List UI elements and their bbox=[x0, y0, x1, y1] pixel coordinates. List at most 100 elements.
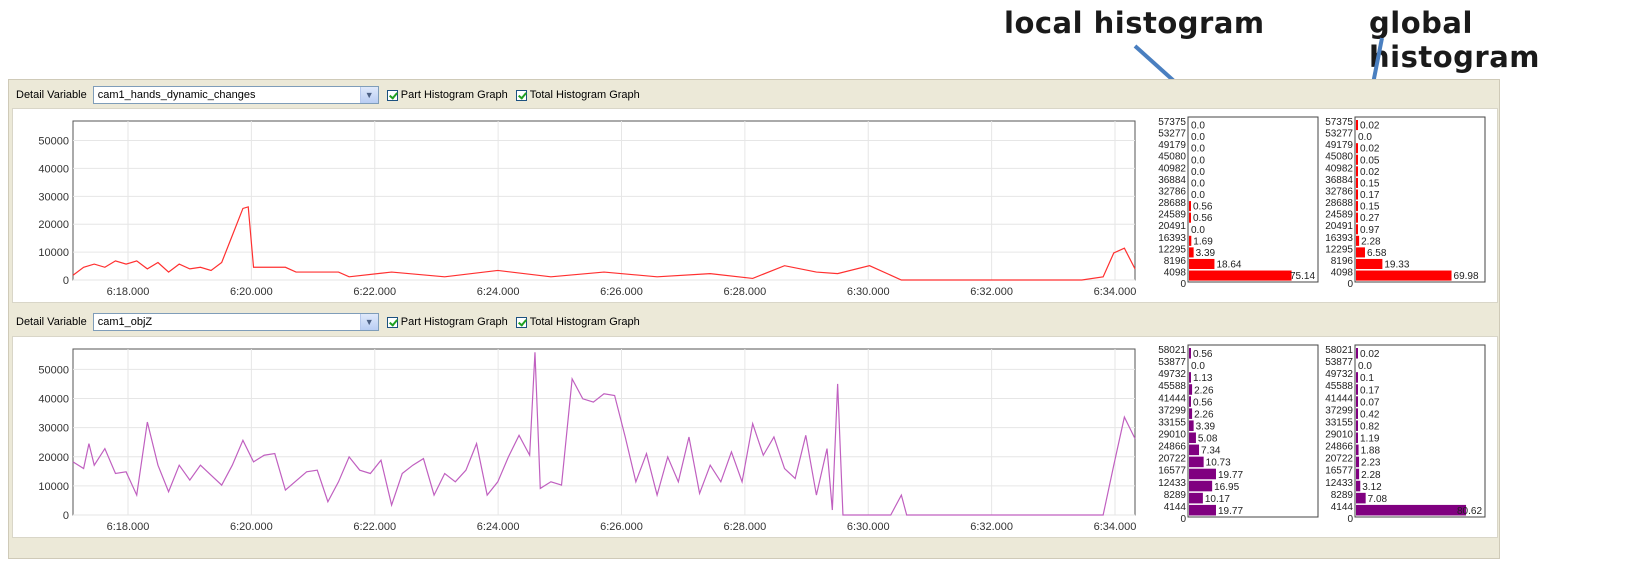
x-tick-label: 6:34.000 bbox=[1094, 286, 1137, 298]
histogram-value-label: 0.0 bbox=[1191, 178, 1205, 189]
histogram-value-label: 2.26 bbox=[1194, 409, 1214, 420]
x-tick-label: 6:26.000 bbox=[600, 521, 643, 533]
histogram-value-label: 7.34 bbox=[1201, 446, 1221, 457]
histogram-bin-label: 37299 bbox=[1158, 405, 1186, 416]
variable-select[interactable]: cam1_objZ ▼ bbox=[92, 313, 379, 331]
total-histogram-checkbox[interactable]: Total Histogram Graph bbox=[515, 316, 640, 328]
histogram-value-label: 75.14 bbox=[1290, 271, 1315, 282]
histogram-value-label: 0.17 bbox=[1360, 385, 1380, 396]
chevron-down-icon[interactable]: ▼ bbox=[359, 314, 378, 330]
histogram-bin-label: 8289 bbox=[1164, 490, 1187, 501]
histogram-bin-label: 16577 bbox=[1158, 466, 1186, 477]
detail-variable-label: Detail Variable bbox=[16, 89, 87, 101]
variable-select[interactable]: cam1_hands_dynamic_changes ▼ bbox=[92, 86, 379, 104]
chevron-down-icon[interactable]: ▼ bbox=[359, 87, 378, 103]
histogram-bin-label: 40982 bbox=[1158, 163, 1186, 174]
histogram-bar bbox=[1356, 480, 1361, 492]
histogram-bin-label: 28688 bbox=[1325, 198, 1353, 209]
histogram-value-label: 10.73 bbox=[1206, 458, 1231, 469]
histogram-bin-label: 24589 bbox=[1325, 210, 1353, 221]
histogram-bin-label: 53277 bbox=[1325, 129, 1353, 140]
histogram-bar bbox=[1356, 201, 1358, 212]
y-tick-label: 0 bbox=[63, 510, 69, 522]
line-chart: 0 10000 20000 30000 40000 50000 6:18.000 6:20.0… bbox=[38, 348, 1136, 533]
detail-variable-window: Detail Variable cam1_hands_dynamic_chang… bbox=[8, 79, 1500, 559]
histogram-bar bbox=[1356, 166, 1358, 177]
x-tick-label: 6:28.000 bbox=[723, 286, 766, 298]
histogram-value-label: 1.88 bbox=[1361, 446, 1381, 457]
part-histogram-checkbox[interactable]: Part Histogram Graph bbox=[386, 89, 508, 101]
histogram-bar bbox=[1356, 177, 1358, 188]
histogram-bin-label: 8289 bbox=[1331, 490, 1354, 501]
histogram-bar bbox=[1189, 201, 1191, 212]
global-histogram: 5802153877497324558841444372993315529010… bbox=[1325, 344, 1486, 525]
data-series-line bbox=[72, 206, 1136, 281]
x-tick-label: 6:30.000 bbox=[847, 521, 890, 533]
histogram-bar bbox=[1356, 444, 1359, 456]
checkbox-checked-icon[interactable] bbox=[515, 89, 527, 101]
histogram-bin-label: 12433 bbox=[1158, 478, 1186, 489]
histogram-bin-label: 20722 bbox=[1158, 454, 1186, 465]
histogram-value-label: 10.17 bbox=[1205, 494, 1230, 505]
histogram-value-label: 0.0 bbox=[1191, 144, 1205, 155]
histogram-value-label: 0.05 bbox=[1360, 155, 1380, 166]
histogram-bar bbox=[1356, 408, 1358, 419]
total-histogram-checkbox[interactable]: Total Histogram Graph bbox=[515, 89, 640, 101]
histogram-value-label: 1.19 bbox=[1360, 434, 1380, 445]
x-tick-label: 6:26.000 bbox=[600, 286, 643, 298]
histogram-bar bbox=[1356, 189, 1358, 200]
histogram-value-label: 0.0 bbox=[1358, 361, 1372, 372]
checkbox-checked-icon[interactable] bbox=[386, 89, 398, 101]
histogram-bar bbox=[1189, 270, 1292, 281]
histogram-frame bbox=[1354, 344, 1486, 518]
line-chart: 0 10000 20000 30000 40000 50000 6:18.000 6:20.0… bbox=[38, 120, 1137, 298]
histogram-bin-label: 32786 bbox=[1158, 186, 1186, 197]
histogram-bar bbox=[1356, 348, 1358, 359]
histogram-bin-label: 53877 bbox=[1158, 357, 1186, 368]
histogram-bar bbox=[1356, 456, 1360, 468]
histogram-bin-label: 53277 bbox=[1158, 129, 1186, 140]
histogram-bin-label: 45588 bbox=[1325, 381, 1353, 392]
histogram-value-label: 3.39 bbox=[1196, 421, 1216, 432]
histogram-value-label: 19.77 bbox=[1218, 506, 1243, 517]
histogram-value-label: 0.0 bbox=[1191, 121, 1205, 132]
histogram-value-label: 0.0 bbox=[1191, 167, 1205, 178]
chart2-control-row: Detail Variable cam1_objZ ▼ Part Histogr… bbox=[9, 310, 1499, 334]
x-tick-label: 6:22.000 bbox=[353, 521, 396, 533]
histogram-bin-label: 8196 bbox=[1164, 256, 1187, 267]
histogram-value-label: 3.39 bbox=[1196, 248, 1216, 259]
total-histogram-label: Total Histogram Graph bbox=[529, 89, 640, 101]
histogram-bar bbox=[1189, 247, 1194, 258]
histogram-value-label: 19.77 bbox=[1218, 470, 1243, 481]
histogram-value-label: 16.95 bbox=[1214, 482, 1239, 493]
checkbox-checked-icon[interactable] bbox=[515, 316, 527, 328]
x-tick-label: 6:28.000 bbox=[723, 521, 766, 533]
histogram-bar bbox=[1189, 258, 1215, 270]
histogram-bar bbox=[1189, 444, 1200, 456]
histogram-value-label: 0.07 bbox=[1360, 397, 1380, 408]
histogram-value-label: 0.15 bbox=[1360, 178, 1380, 189]
histogram-value-label: 1.69 bbox=[1193, 236, 1213, 247]
histogram-bar bbox=[1189, 492, 1203, 504]
histogram-bar bbox=[1189, 235, 1192, 246]
histogram-value-label: 3.12 bbox=[1362, 482, 1382, 493]
part-histogram-checkbox[interactable]: Part Histogram Graph bbox=[386, 316, 508, 328]
histogram-value-label: 2.28 bbox=[1361, 470, 1381, 481]
histogram-bin-label: 16577 bbox=[1325, 466, 1353, 477]
checkbox-checked-icon[interactable] bbox=[386, 316, 398, 328]
histogram-bin-label: 32786 bbox=[1325, 186, 1353, 197]
histogram-bin-label: 49732 bbox=[1158, 369, 1186, 380]
histogram-value-label: 6.58 bbox=[1367, 248, 1387, 259]
histogram-bar bbox=[1356, 154, 1358, 165]
histogram-bin-label: 36884 bbox=[1325, 175, 1353, 186]
y-tick-label: 40000 bbox=[38, 394, 69, 406]
histogram-bin-label: 58021 bbox=[1158, 345, 1186, 356]
histogram-bar bbox=[1189, 348, 1191, 359]
histogram-value-label: 0.15 bbox=[1360, 202, 1380, 213]
variable-select-value: cam1_objZ bbox=[97, 316, 153, 328]
histogram-frame bbox=[1354, 116, 1486, 283]
histogram-value-label: 19.33 bbox=[1384, 260, 1409, 271]
global-histogram: 5737553277491794508040982368843278628688… bbox=[1325, 116, 1486, 290]
histogram-bin-label: 36884 bbox=[1158, 175, 1186, 186]
y-tick-label: 30000 bbox=[38, 191, 69, 203]
